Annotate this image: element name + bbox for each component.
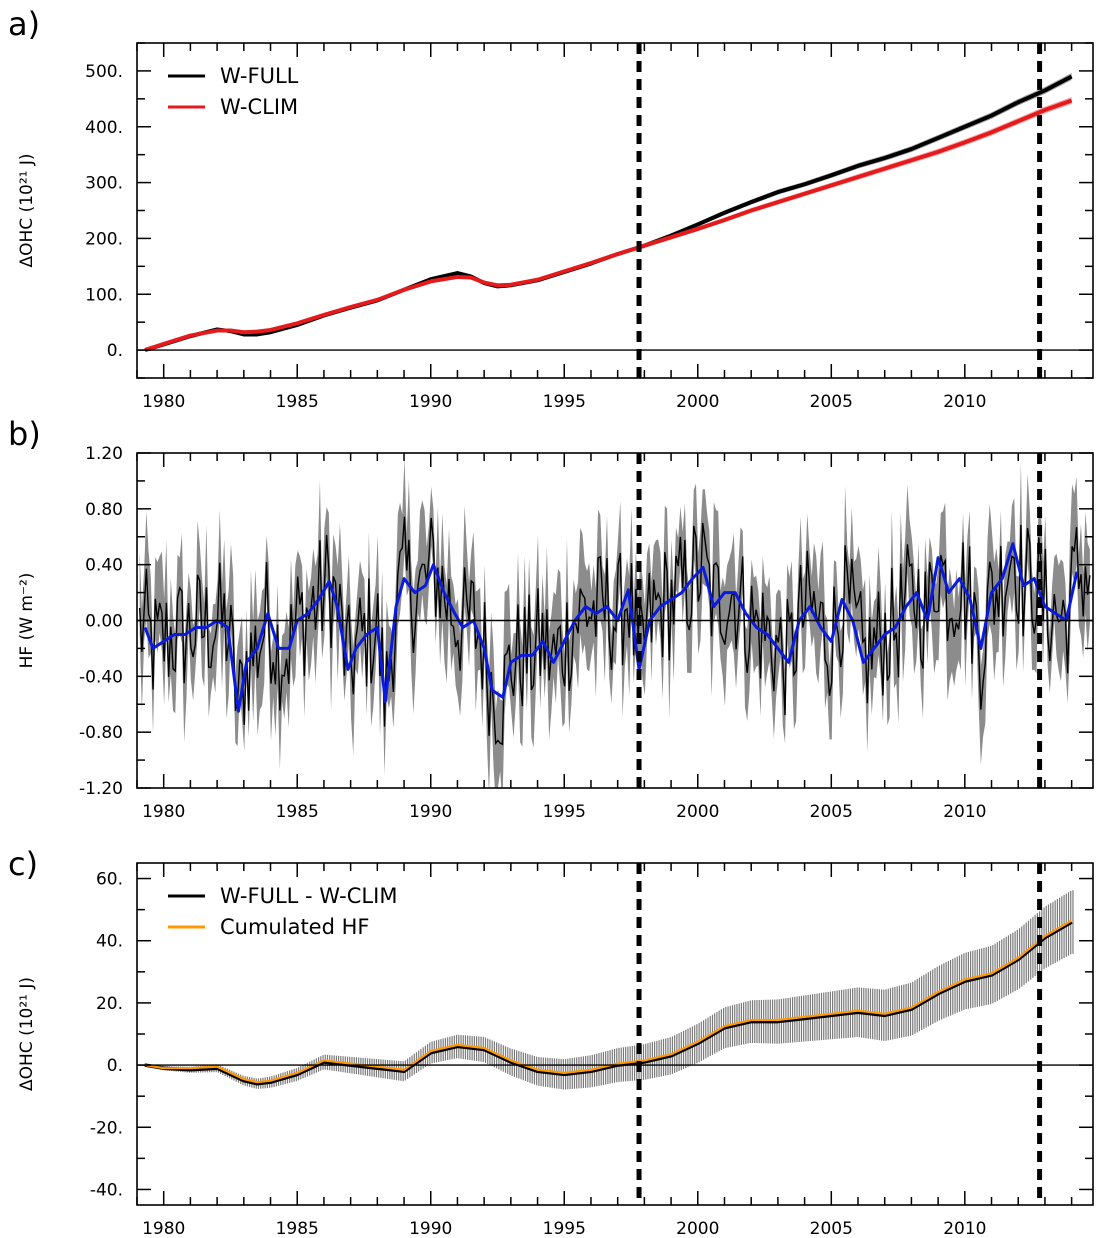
legend-label: Cumulated HF (220, 915, 369, 939)
y-tick-label: 0. (107, 1056, 123, 1076)
x-tick-label: 2000 (676, 392, 719, 412)
x-tick-label: 1980 (142, 802, 185, 822)
y-axis-title: ΔOHC (10²¹ J) (17, 153, 37, 267)
y-tick-label: -40. (90, 1180, 123, 1200)
y-tick-label: 0.80 (85, 500, 123, 520)
spread-band (139, 457, 1090, 788)
series-line (144, 919, 1073, 1084)
y-tick-label: -0.40 (79, 667, 123, 687)
y-tick-label: 1.20 (85, 444, 123, 464)
x-tick-label: 1980 (142, 392, 185, 412)
x-tick-label: 1985 (276, 802, 319, 822)
x-tick-label: 1995 (543, 802, 586, 822)
y-tick-label: 200. (85, 229, 123, 249)
y-tick-label: 500. (85, 62, 123, 82)
x-tick-label: 1990 (409, 392, 452, 412)
y-axis-title: ΔOHC (10²¹ J) (17, 977, 37, 1091)
y-axis-title: HF (W m⁻²) (17, 573, 37, 669)
panel-2: b) 1980 1985 1990 1995 2000 2005 2010 -1.20 -0.80… (8, 415, 1094, 822)
x-tick-label: 1985 (276, 1219, 319, 1238)
y-tick-label: -0.80 (79, 723, 123, 743)
y-tick-label: 100. (85, 285, 123, 305)
x-tick-label: 2005 (810, 392, 853, 412)
panel-1: a) 1980 1985 1990 1995 2000 2005 2010 0. 100. 200.… (8, 5, 1094, 412)
x-tick-label: 1985 (276, 392, 319, 412)
x-tick-label: 1995 (543, 392, 586, 412)
plot-area (144, 73, 1073, 352)
series-line (144, 98, 1073, 352)
plot-area (144, 890, 1074, 1090)
x-tick-label: 1990 (409, 1219, 452, 1238)
x-tick-label: 1980 (142, 1219, 185, 1238)
monthly-line (138, 516, 1091, 746)
x-tick-label: 1995 (543, 1219, 586, 1238)
y-tick-label: 400. (85, 118, 123, 138)
x-tick-label: 2000 (676, 802, 719, 822)
y-tick-label: 20. (96, 994, 123, 1014)
panel-label: b) (8, 415, 41, 453)
y-tick-label: 0.00 (85, 612, 123, 632)
x-tick-label: 1990 (409, 802, 452, 822)
y-tick-label: 0.40 (85, 556, 123, 576)
x-tick-label: 2005 (810, 1219, 853, 1238)
y-tick-label: 40. (96, 932, 123, 952)
x-tick-label: 2010 (943, 392, 986, 412)
panel-label: c) (8, 845, 38, 883)
y-tick-label: 60. (96, 870, 123, 890)
x-tick-label: 2010 (943, 802, 986, 822)
x-tick-label: 2000 (676, 1219, 719, 1238)
y-tick-label: -1.20 (79, 779, 123, 799)
x-tick-label: 2005 (810, 802, 853, 822)
panel-label: a) (8, 5, 40, 43)
y-tick-label: 0. (107, 341, 123, 361)
series-band (145, 97, 1072, 351)
x-tick-label: 2010 (943, 1219, 986, 1238)
plot-area (138, 457, 1091, 788)
y-tick-label: 300. (85, 174, 123, 194)
legend-label: W-CLIM (220, 95, 298, 119)
legend-label: W-FULL (220, 64, 299, 88)
panel-3: c) 1980 1985 1990 1995 2000 2005 2010 -40. -20. 0.… (8, 845, 1094, 1238)
y-tick-label: -20. (90, 1118, 123, 1138)
legend-label: W-FULL - W-CLIM (220, 884, 397, 908)
series-line (144, 920, 1073, 1086)
